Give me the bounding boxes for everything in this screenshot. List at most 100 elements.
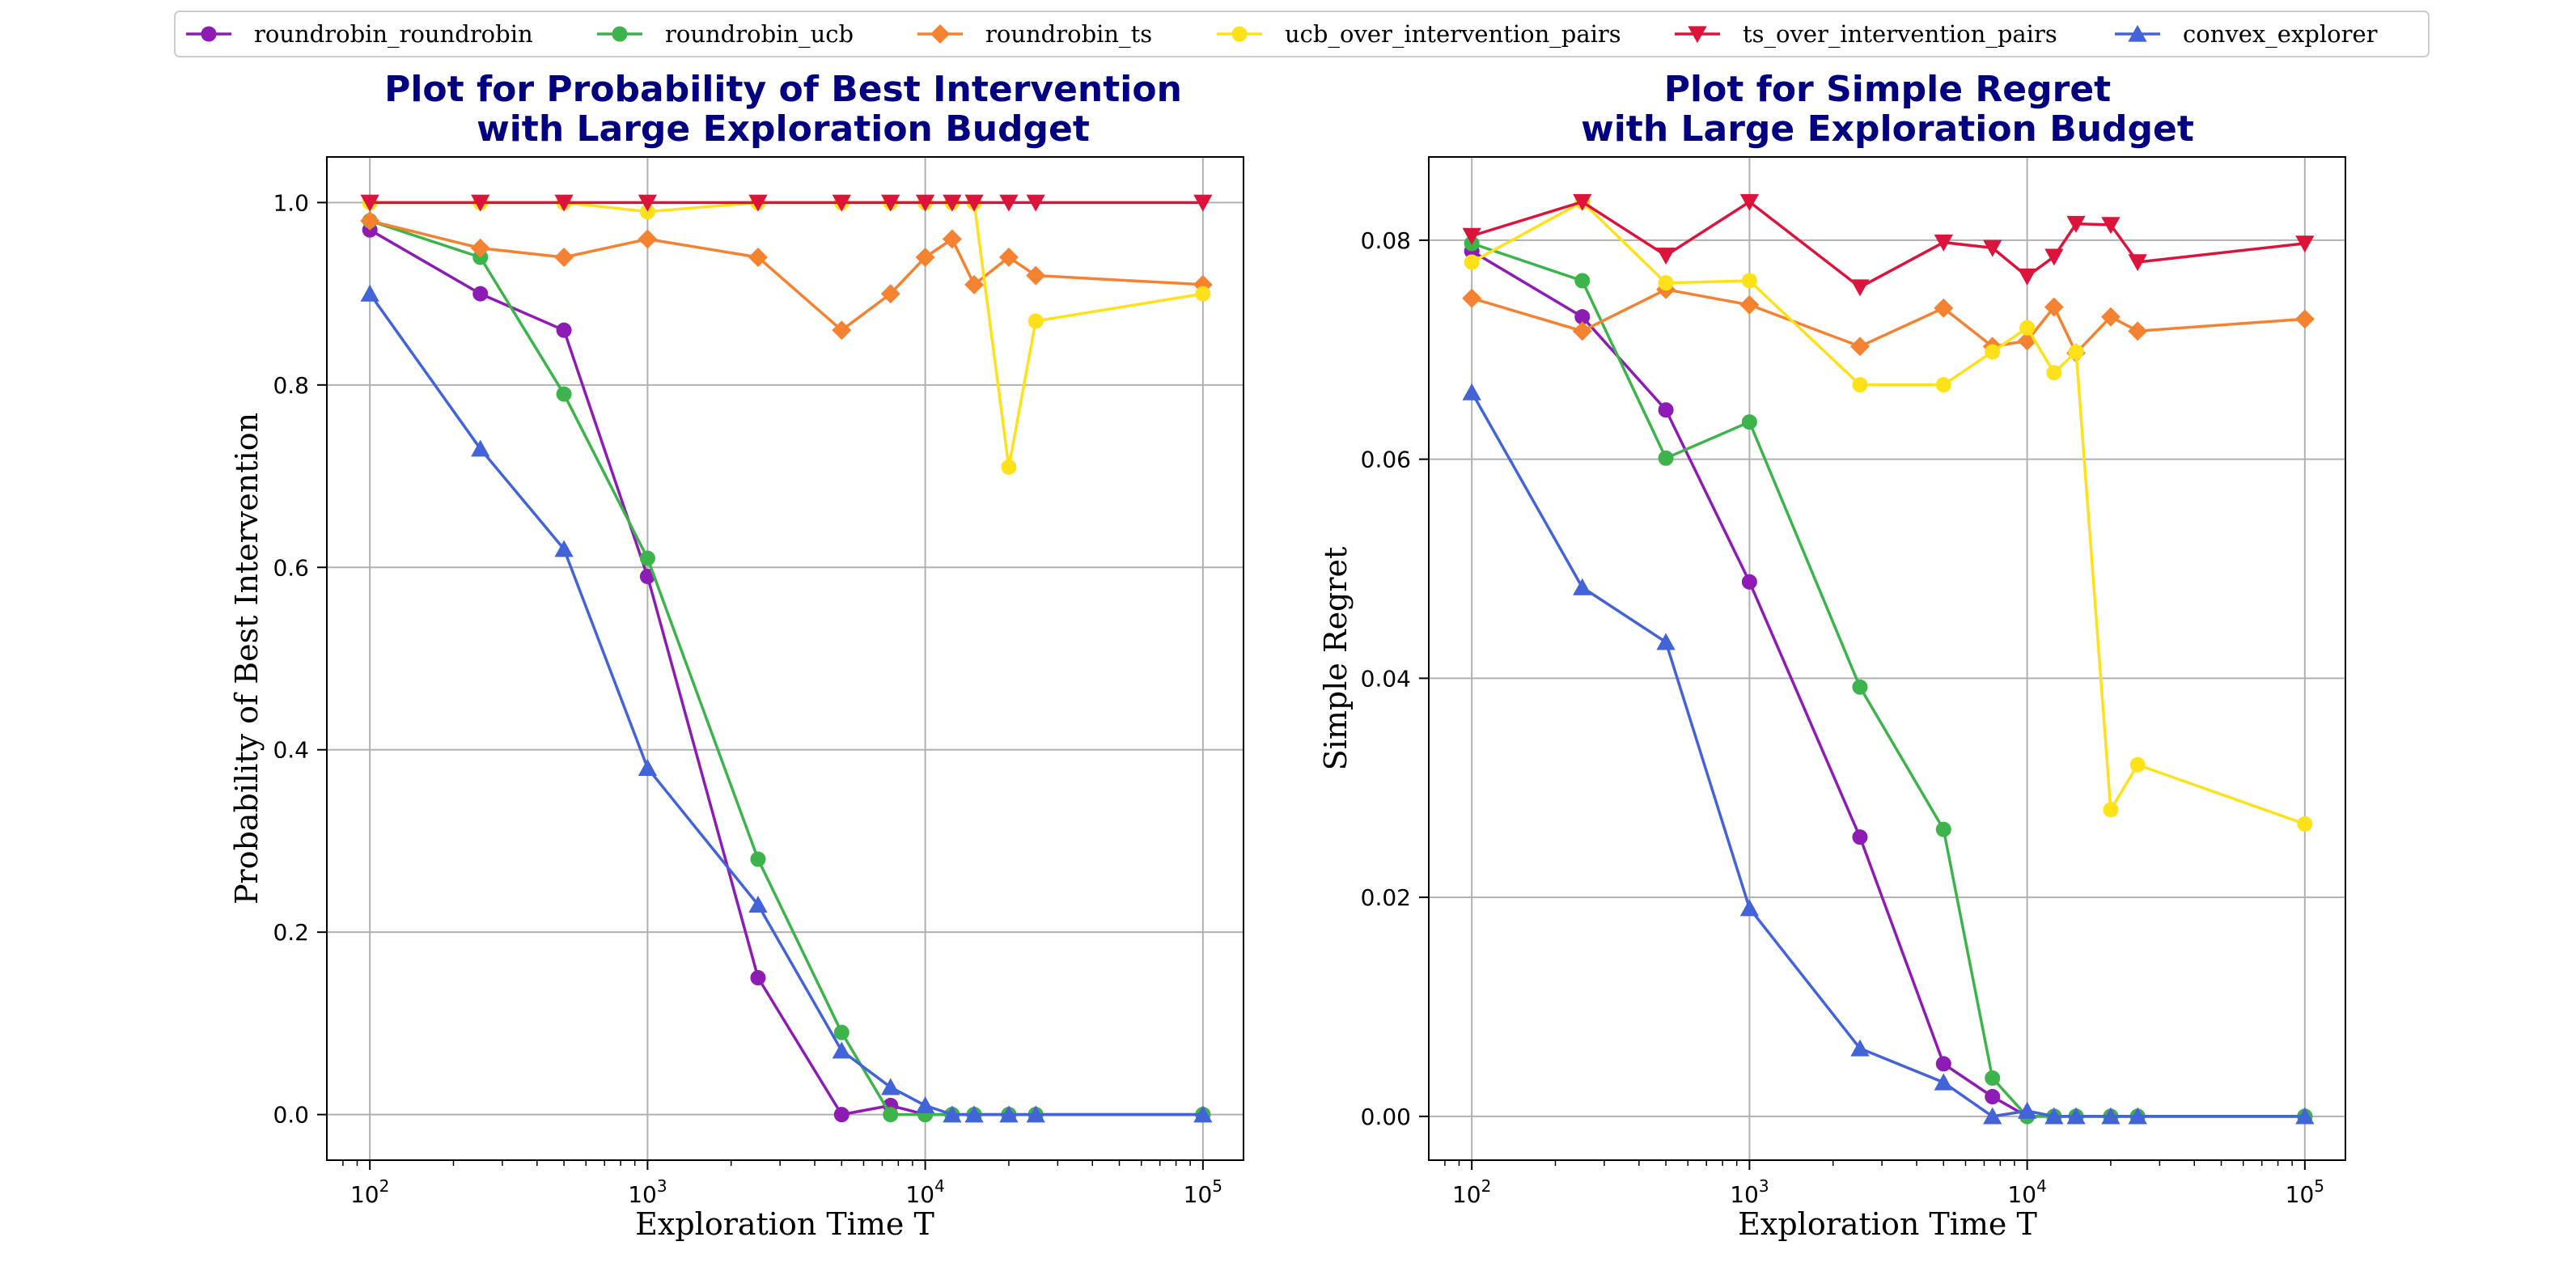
data-point (1985, 1088, 2001, 1104)
y-tick-label: 0.2 (273, 919, 309, 946)
legend-item: roundrobin_ucb (597, 20, 854, 49)
data-point (638, 194, 658, 212)
legend-label: roundrobin_roundrobin (254, 20, 533, 49)
data-point (1934, 1073, 1953, 1091)
data-point (554, 194, 574, 212)
series-line (1471, 242, 2305, 1118)
data-point (883, 1107, 899, 1123)
series-ucb-over-intervention-pairs (362, 194, 1211, 475)
data-point (1983, 239, 2002, 257)
data-point (2068, 344, 2084, 360)
x-tick-label: 104 (2007, 1176, 2046, 1208)
data-point (2046, 365, 2062, 381)
data-point (556, 322, 572, 338)
legend-label: convex_explorer (2183, 20, 2378, 49)
series-roundrobin-roundrobin (1464, 243, 2313, 1125)
data-point (833, 1024, 849, 1040)
data-point (1741, 414, 1757, 430)
data-point (1464, 254, 1480, 270)
data-point (360, 284, 379, 302)
data-point (471, 194, 490, 212)
data-point (915, 1096, 935, 1114)
data-point (1741, 273, 1757, 289)
data-point (748, 248, 768, 267)
data-point (1573, 578, 1592, 595)
data-point (880, 284, 900, 304)
x-tick-label: 103 (1730, 1176, 1769, 1208)
data-point (1658, 275, 1674, 291)
data-point (750, 970, 766, 986)
data-point (2066, 215, 2086, 233)
data-point (2295, 1107, 2315, 1125)
y-tick-label: 0.4 (273, 737, 309, 764)
data-point (471, 439, 490, 457)
data-point (1656, 633, 1676, 650)
legend: roundrobin_roundrobin roundrobin_ucb round… (174, 11, 2430, 57)
data-point (750, 851, 766, 867)
data-point (1027, 313, 1044, 329)
data-point (1935, 821, 1951, 837)
data-point (2297, 816, 2313, 832)
data-point (1001, 459, 1017, 475)
data-point (2128, 1107, 2147, 1125)
series-convex-explorer (1462, 383, 2315, 1125)
data-point (1739, 193, 1760, 211)
series-roundrobin-roundrobin (362, 222, 1211, 1123)
x-tick-label: 105 (1184, 1176, 1222, 1208)
data-point (2017, 1101, 2037, 1119)
data-point (1935, 377, 1951, 393)
data-point (1574, 273, 1591, 289)
legend-marker (2128, 24, 2147, 42)
legend-marker (612, 26, 628, 42)
data-point (1739, 294, 1760, 315)
legend-marker (1688, 26, 1707, 44)
y-tick-label: 0.8 (273, 372, 309, 399)
data-point (881, 1078, 900, 1095)
series-roundrobin-ts (360, 210, 1213, 341)
data-point (964, 274, 985, 294)
series-line (370, 201, 1204, 469)
legend-item: roundrobin_roundrobin (186, 20, 533, 49)
data-point (1850, 279, 1870, 297)
legend-item: roundrobin_ts (917, 20, 1152, 49)
data-point (748, 896, 768, 913)
plot-frame (326, 156, 1244, 1161)
series-line (1471, 288, 2305, 355)
data-point (832, 1041, 851, 1059)
data-point (1026, 1105, 1045, 1123)
y-tick-label: 0.06 (1361, 447, 1411, 473)
y-axis-label: Simple Regret (1318, 547, 1354, 771)
data-point (554, 248, 574, 267)
data-point (1850, 1039, 1870, 1057)
legend-label: roundrobin_ts (985, 20, 1152, 49)
data-point (1462, 383, 1481, 400)
x-tick-label: 105 (2286, 1176, 2324, 1208)
data-point (1850, 337, 1870, 357)
data-point (964, 1105, 984, 1123)
data-point (2294, 309, 2315, 329)
series-ucb-over-intervention-pairs (1464, 194, 2313, 832)
data-point (2128, 321, 2148, 341)
data-point (1934, 298, 1954, 318)
data-point (1741, 574, 1757, 590)
series-line (369, 219, 1203, 1116)
y-tick-label: 0.0 (273, 1102, 309, 1129)
x-tick-label: 104 (905, 1176, 944, 1208)
legend-marker (1231, 26, 1248, 42)
chart-probability-best-intervention: Plot for Probability of Best Interventio… (229, 69, 1244, 1242)
data-point (554, 540, 574, 557)
chart-title-line-2: with Large Exploration Budget (1581, 108, 2194, 150)
data-point (2295, 235, 2315, 253)
data-point (2101, 1107, 2121, 1125)
data-point (2128, 254, 2147, 272)
data-point (1852, 679, 1868, 695)
x-tick-label: 103 (628, 1176, 667, 1208)
data-point (360, 210, 380, 231)
plot-frame (1428, 156, 2346, 1161)
data-point (2019, 320, 2036, 336)
data-point (942, 229, 962, 249)
y-tick-label: 0.08 (1361, 227, 1411, 254)
series-roundrobin-ucb (1464, 235, 2313, 1125)
series-line (1471, 249, 2305, 1118)
y-tick-label: 0.6 (273, 554, 309, 581)
